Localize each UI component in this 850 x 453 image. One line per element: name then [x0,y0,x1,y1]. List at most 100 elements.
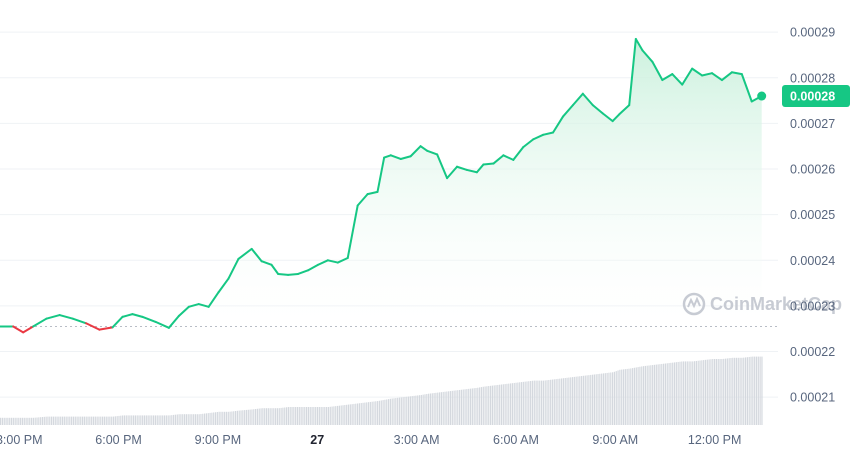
volume-bar [397,397,399,425]
price-line-segment [601,112,614,123]
y-tick-label: 0.00027 [790,117,835,131]
volume-bar [32,417,34,425]
price-line-segment [492,154,505,165]
volume-bar [147,415,149,425]
volume-bar [360,403,362,425]
volume-bar [570,377,572,425]
volume-bar [692,361,694,425]
volume-bar [522,381,524,425]
volume-bar [183,414,186,425]
volume-bar [369,401,371,425]
price-line-segment [552,115,564,134]
coinmarketcap-logo-icon [682,292,706,316]
volume-bar [202,413,204,425]
last-price-dot[interactable] [757,91,767,101]
volume-bar [486,386,488,425]
price-line-segment [336,257,349,264]
volume-bar [245,409,248,425]
volume-bar [446,391,448,425]
volume-bar [327,407,330,425]
volume-bar [553,379,555,425]
price-line-segment [85,322,101,331]
volume-bar [652,365,654,425]
price-line-segment [542,131,555,136]
volume-bar [143,415,146,425]
price-line-segment [306,263,319,272]
volume-bar [732,357,734,425]
volume-bar [528,381,530,425]
volume-bar [45,416,47,425]
volume-bar [677,361,679,425]
volume-bar [60,416,62,425]
volume-bar [211,412,213,425]
x-tick-label: 3:00 PM [0,433,42,447]
volume-bar [564,378,566,425]
volume-bar [422,394,424,425]
volume-bar [510,383,512,425]
volume-bar [114,416,116,425]
volume-bar [701,360,703,425]
price-line[interactable] [0,37,767,334]
x-tick-label: 9:00 AM [592,433,638,447]
volume-bar [287,407,289,425]
volume-bar [697,360,699,425]
volume-bar [289,407,291,425]
price-line-segment [250,247,263,263]
volume-bar [635,367,637,425]
x-axis-ticks: 3:00 PM 6:00 PM 9:00 PM 27 3:00 AM 6:00 AM 9:0… [0,433,741,447]
volume-bar [362,402,364,425]
price-line-segment [522,138,535,149]
price-line-segment [356,193,369,207]
price-line-segment [366,190,379,196]
volume-bar [426,393,428,425]
volume-bar [451,390,453,425]
volume-bar [409,396,412,425]
volume-bar [488,386,490,425]
volume-bar [122,415,124,425]
volume-bar [216,412,218,425]
volume-bar [531,380,534,425]
price-line-segment [591,104,604,115]
volume-bar [637,367,639,425]
volume-bar [491,385,493,425]
volume-bar [269,408,271,425]
volume-bar [18,417,20,425]
volume-bar [746,357,748,425]
volume-bar [395,398,397,425]
volume-bar [520,382,523,425]
volume-bar [641,366,643,425]
volume-bar [524,381,526,425]
volume-bar [431,393,433,425]
volume-bar [479,387,481,425]
price-line-segment [270,263,280,275]
volume-bar [193,414,195,425]
volume-bar [679,361,681,425]
volume-bar [389,398,391,425]
volume-bar [247,409,249,425]
volume-bar [719,359,721,425]
volume-bar [730,357,732,425]
volume-bar [743,357,745,425]
volume-bar [721,359,723,425]
price-line-segment [277,272,290,276]
price-line-segment [32,317,48,328]
volume-bar [364,402,366,425]
volume-bar [455,390,457,425]
volume-bar [442,391,444,425]
volume-bar [182,414,184,425]
price-line-segment [651,60,664,82]
volume-bar [282,407,284,425]
price-line-segment [389,154,402,160]
volume-bar [264,408,266,425]
volume-bar [411,396,413,425]
volume-bar [151,415,153,425]
volume-bar [273,408,275,425]
volume-bar [322,407,324,425]
volume-bar [633,367,636,425]
volume-bar [619,369,621,425]
price-line-segment [58,314,74,320]
volume-bar [561,378,563,425]
volume-bar [180,414,182,425]
